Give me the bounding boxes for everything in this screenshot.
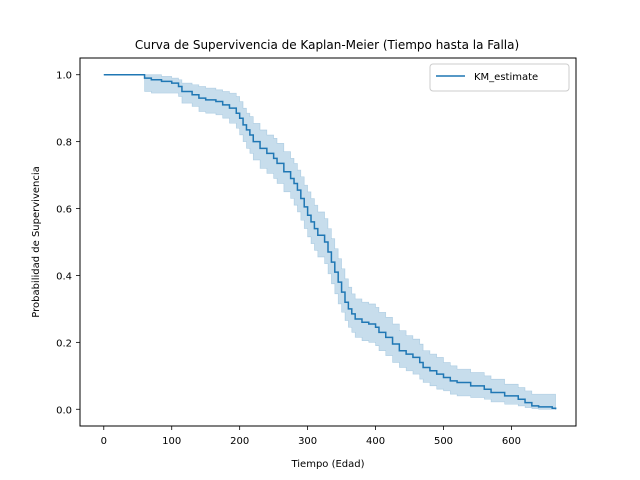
y-axis-label: Probabilidad de Supervivencia <box>31 166 42 318</box>
y-tick-label: 1.0 <box>56 71 72 82</box>
confidence-band <box>103 74 556 410</box>
y-tick-label: 0.6 <box>56 205 72 216</box>
x-tick-label: 400 <box>366 436 385 447</box>
confidence-band-layer <box>103 74 556 410</box>
y-tick-label: 0.0 <box>56 405 72 416</box>
y-axis-ticks: 0.0 0.2 0.4 0.6 0.8 1.0 <box>56 71 80 416</box>
plot-frame <box>79 57 577 427</box>
survival-line-layer <box>103 73 557 410</box>
x-tick-label: 200 <box>230 436 249 447</box>
x-tick-label: 0 <box>101 436 107 447</box>
y-tick-label: 0.2 <box>56 338 72 349</box>
x-axis-ticks: 0 100 200 300 400 500 600 <box>101 426 521 447</box>
legend-box <box>429 63 570 92</box>
y-tick-label: 0.4 <box>56 271 72 282</box>
x-tick-label: 300 <box>298 436 317 447</box>
x-axis-label: Tiempo (Edad) <box>290 459 364 470</box>
survival-curve <box>103 73 557 410</box>
legend-label: KM_estimate <box>474 72 538 83</box>
x-tick-label: 500 <box>434 436 453 447</box>
x-tick-label: 100 <box>162 436 181 447</box>
chart-title: Curva de Supervivencia de Kaplan-Meier (… <box>135 38 519 52</box>
y-tick-label: 0.8 <box>56 138 72 149</box>
legend: KM_estimate <box>429 63 570 92</box>
plot-area <box>103 73 557 410</box>
x-tick-label: 600 <box>502 436 521 447</box>
